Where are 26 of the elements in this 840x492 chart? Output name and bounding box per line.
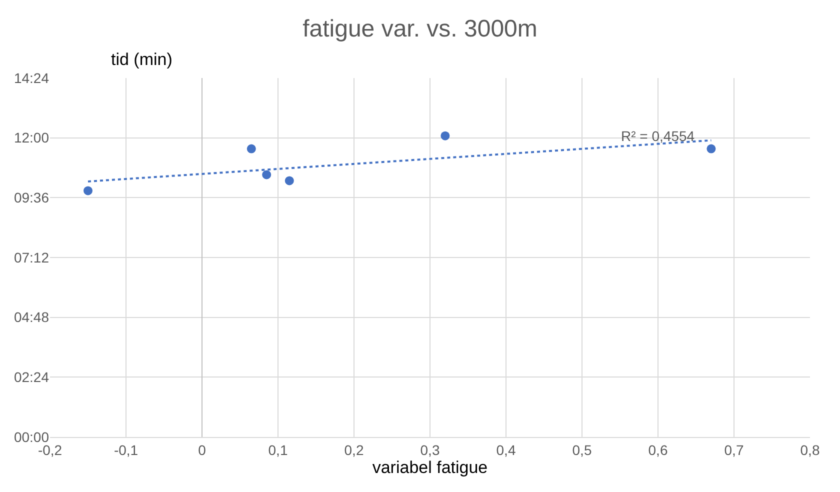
point [262, 170, 272, 180]
point [84, 186, 92, 196]
x-tick-label: 0,3 [420, 442, 440, 458]
y-tick-label: 12:00 [14, 130, 50, 146]
x-axis-title: variabel fatigue [372, 458, 488, 477]
x-tick-label: 0,8 [800, 442, 820, 458]
y-tick-label: 07:12 [14, 249, 50, 266]
chart-title: fatigue var. vs. 3000m [302, 15, 538, 42]
point [706, 144, 716, 154]
y-tick-label: 04:48 [14, 309, 50, 326]
x-tick-label: 0 [198, 442, 206, 458]
x-tick-label: 0,1 [268, 442, 288, 458]
y-tick-label: 02:24 [14, 369, 50, 386]
y-tick-label: 14:24 [14, 70, 50, 86]
y-axis-title: tid (min) [111, 50, 172, 69]
x-tick-label: 0,6 [648, 442, 668, 458]
point [440, 131, 450, 140]
x-tick-label: 0,5 [572, 442, 592, 458]
x-tick-label: 0,2 [344, 442, 364, 458]
x-tick-label: -0,1 [114, 442, 138, 458]
annotation: R² = 0,4554 [621, 128, 695, 144]
x-tick-label: 0,4 [496, 442, 516, 458]
x-tick-label: 0,7 [724, 442, 744, 458]
point [284, 176, 294, 186]
y-tick-label: 09:36 [14, 190, 50, 206]
point [246, 144, 256, 154]
